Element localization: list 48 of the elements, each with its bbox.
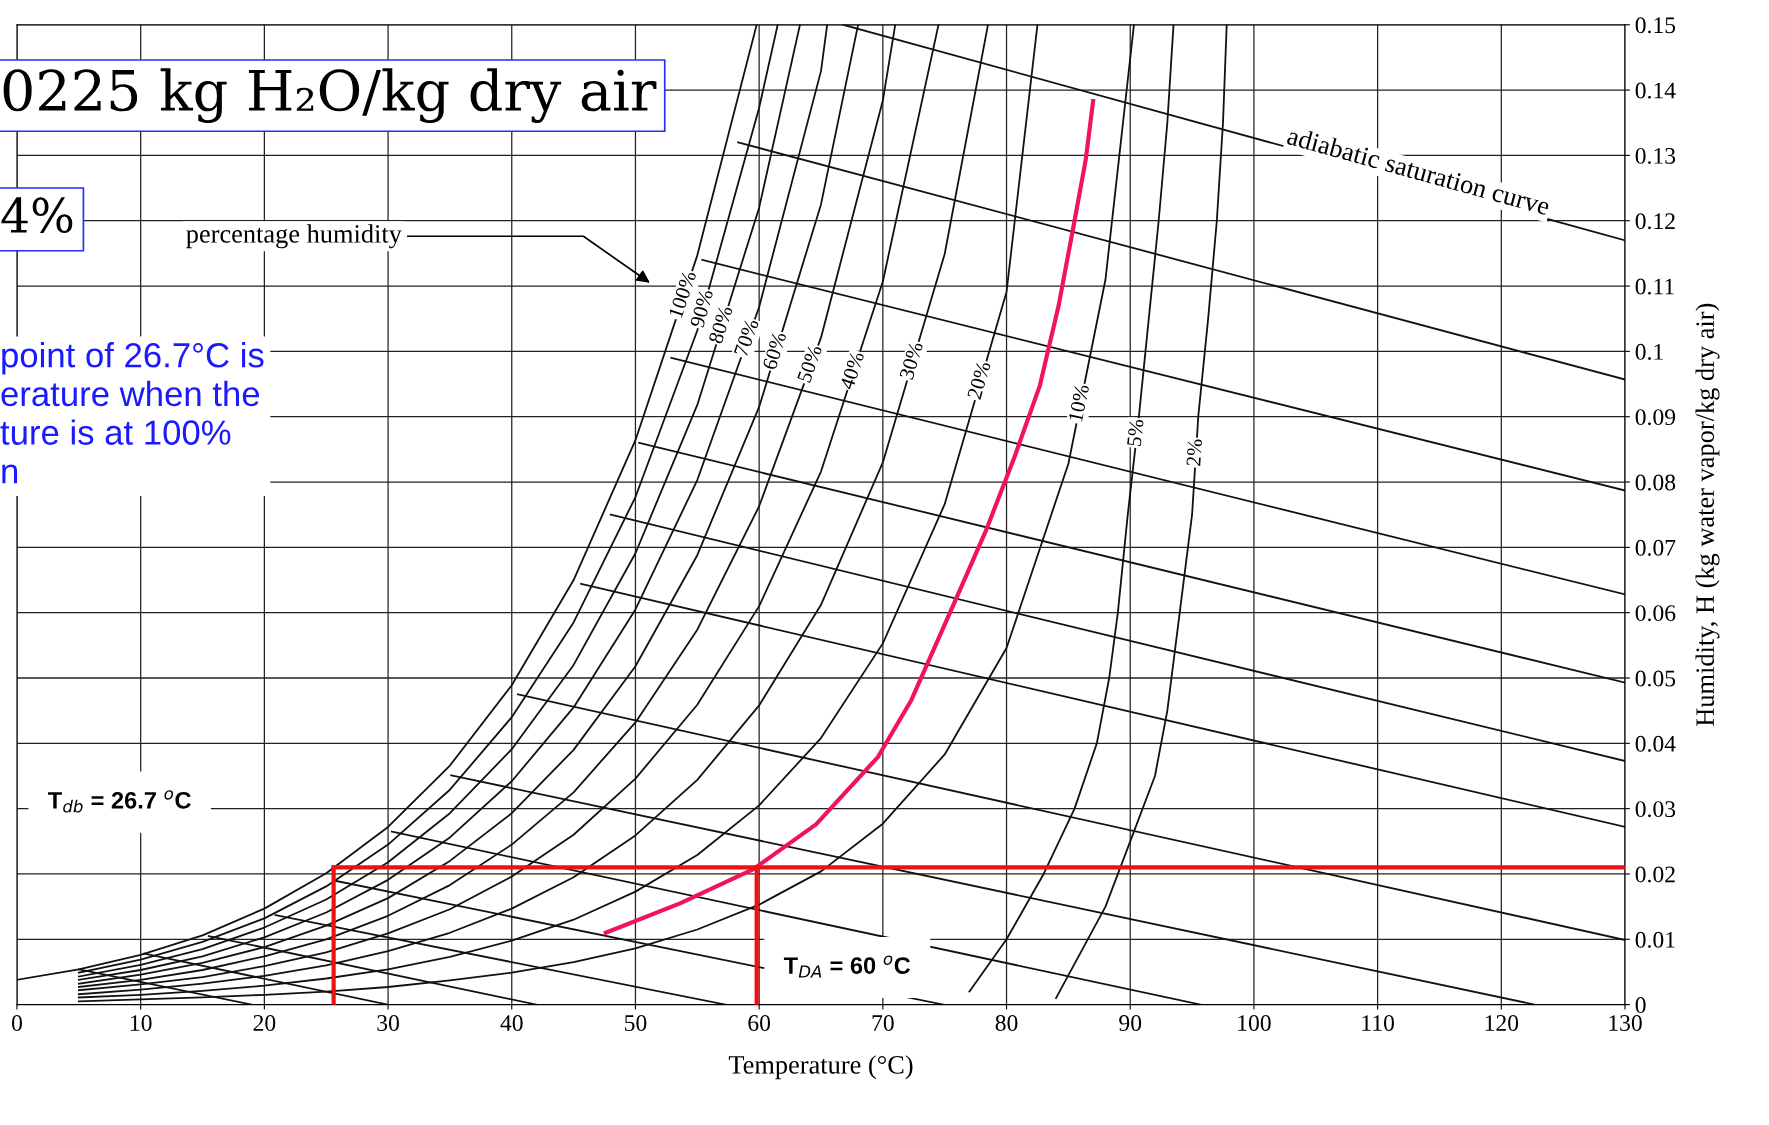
y-tick-label: 0.12 [1635, 213, 1675, 230]
x-tick-label: 30 [377, 1015, 399, 1031]
x-tick-label: 100 [1238, 1015, 1271, 1031]
x-axis-title: Temperature (°C) [728, 1055, 913, 1080]
text: 40% [839, 350, 865, 391]
y-axis-title: Humidity, H (kg water vapor/kg dry air) [1695, 303, 1720, 726]
annotation: 4% [1, 197, 73, 234]
x-tick-label: 70 [872, 1015, 894, 1031]
text: 60% [762, 331, 787, 371]
x-tick-label: 120 [1485, 1015, 1519, 1031]
annotation: T$_{DA}$ = 60 $^{o}$C [783, 955, 911, 978]
y-tick-label: 0.11 [1635, 278, 1674, 295]
x-tick-label: 90 [1119, 1015, 1142, 1031]
annotation: 0225 kg H₂O/kg dry air [3, 68, 657, 123]
x-tick-label: 40 [500, 1015, 523, 1031]
y-tick-label: 0 [1635, 997, 1646, 1014]
text: 50% [796, 344, 823, 384]
text: 30% [899, 341, 924, 381]
x-tick-label: 130 [1609, 1015, 1642, 1031]
y-tick-label: 0.04 [1635, 735, 1676, 752]
y-tick-label: 0.01 [1635, 931, 1675, 948]
y-tick-label: 0.03 [1635, 801, 1676, 818]
y-tick-label: 0.07 [1635, 539, 1676, 556]
x-tick-label: 0 [11, 1015, 22, 1031]
y-tick-label: 0.06 [1635, 605, 1676, 622]
y-tick-label: 0.09 [1635, 409, 1676, 426]
y-tick-label: 0.02 [1635, 866, 1675, 883]
text: 5% [1126, 418, 1144, 447]
text: 20% [967, 360, 991, 400]
x-tick-label: 110 [1362, 1015, 1394, 1031]
y-tick-label: 0.14 [1635, 82, 1676, 99]
x-tick-label: 50 [625, 1015, 647, 1031]
annotation: T$_{db}$ = 26.7 $^{o}$C [48, 790, 191, 813]
x-tick-label: 10 [130, 1015, 152, 1031]
y-tick-label: 0.13 [1635, 147, 1676, 164]
text: 10% [1068, 383, 1090, 422]
annotation: percentage humidity [186, 224, 402, 249]
x-tick-label: 80 [995, 1015, 1018, 1031]
text: 2% [1186, 438, 1203, 466]
annotation: point of 26.7°C is erature when the ture is at 100% n [0, 342, 264, 484]
y-tick-label: 0.15 [1635, 17, 1676, 34]
annotation: adiabatic saturation curve [1286, 125, 1551, 216]
y-tick-label: 0.1 [1635, 343, 1663, 360]
y-tick-label: 0.05 [1635, 670, 1676, 687]
text: 70% [733, 318, 760, 357]
y-tick-label: 0.08 [1635, 474, 1676, 491]
x-tick-label: 20 [253, 1015, 276, 1031]
x-tick-label: 60 [748, 1015, 771, 1031]
